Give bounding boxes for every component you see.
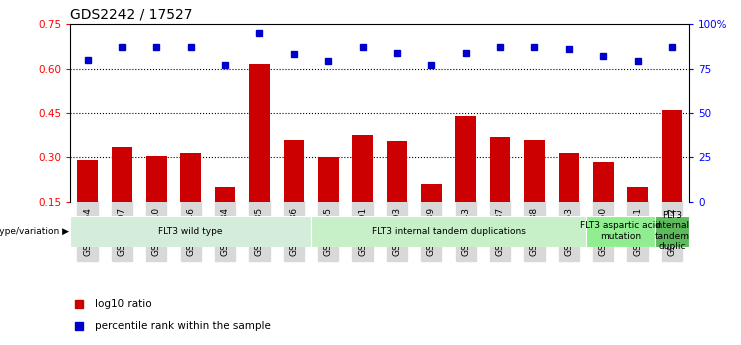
Bar xyxy=(215,187,236,246)
Bar xyxy=(593,162,614,246)
Text: genotype/variation ▶: genotype/variation ▶ xyxy=(0,227,69,236)
Text: FLT3 internal tandem duplications: FLT3 internal tandem duplications xyxy=(371,227,525,236)
Bar xyxy=(524,140,545,246)
Bar xyxy=(311,216,586,247)
Bar xyxy=(180,153,201,246)
Text: FLT3
internal
tandem
duplic: FLT3 internal tandem duplic xyxy=(654,211,690,251)
Bar xyxy=(318,157,339,246)
Text: GDS2242 / 17527: GDS2242 / 17527 xyxy=(70,8,193,22)
Bar xyxy=(352,135,373,246)
Text: percentile rank within the sample: percentile rank within the sample xyxy=(95,321,270,331)
Bar xyxy=(586,216,655,247)
Text: FLT3 aspartic acid
mutation: FLT3 aspartic acid mutation xyxy=(580,221,661,241)
Bar xyxy=(421,184,442,246)
Bar xyxy=(77,160,98,246)
Bar xyxy=(627,187,648,246)
Text: log10 ratio: log10 ratio xyxy=(95,299,151,309)
Bar xyxy=(387,141,408,246)
Bar xyxy=(662,110,682,246)
Bar xyxy=(112,147,132,246)
Bar xyxy=(249,64,270,246)
Bar xyxy=(284,140,304,246)
Bar xyxy=(655,216,689,247)
Bar xyxy=(456,116,476,246)
Text: FLT3 wild type: FLT3 wild type xyxy=(159,227,223,236)
Bar xyxy=(70,216,311,247)
Bar xyxy=(490,137,511,246)
Bar xyxy=(146,156,167,246)
Bar xyxy=(559,153,579,246)
